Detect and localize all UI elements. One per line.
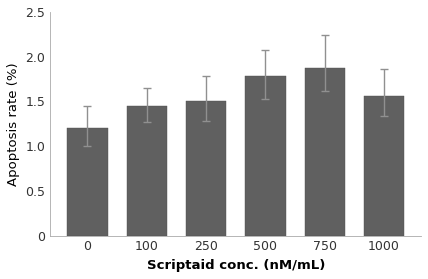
Bar: [67, 128, 107, 236]
X-axis label: Scriptaid conc. (nM/mL): Scriptaid conc. (nM/mL): [146, 259, 325, 272]
Y-axis label: Apoptosis rate (%): Apoptosis rate (%): [7, 62, 20, 186]
Bar: [186, 102, 226, 236]
Bar: [364, 96, 404, 236]
Bar: [127, 106, 167, 236]
Bar: [305, 68, 345, 236]
Bar: [245, 76, 285, 236]
